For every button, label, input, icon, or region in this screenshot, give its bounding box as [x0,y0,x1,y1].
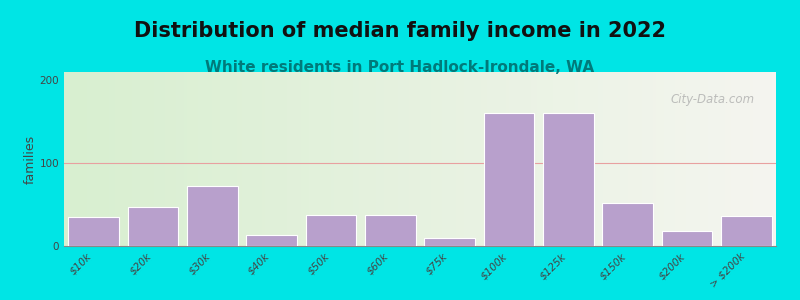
Bar [365,214,415,246]
Bar [306,214,356,246]
Bar [721,216,771,246]
Bar [484,113,534,246]
Y-axis label: families: families [24,134,37,184]
Bar [662,231,712,246]
Bar [602,203,653,246]
Bar [69,217,119,246]
Text: White residents in Port Hadlock-Irondale, WA: White residents in Port Hadlock-Irondale… [206,60,594,75]
Text: City-Data.com: City-Data.com [670,93,754,106]
Text: Distribution of median family income in 2022: Distribution of median family income in … [134,21,666,41]
Bar [246,235,297,246]
Bar [187,186,238,246]
Bar [128,207,178,246]
Bar [425,238,475,246]
Bar [543,113,594,246]
